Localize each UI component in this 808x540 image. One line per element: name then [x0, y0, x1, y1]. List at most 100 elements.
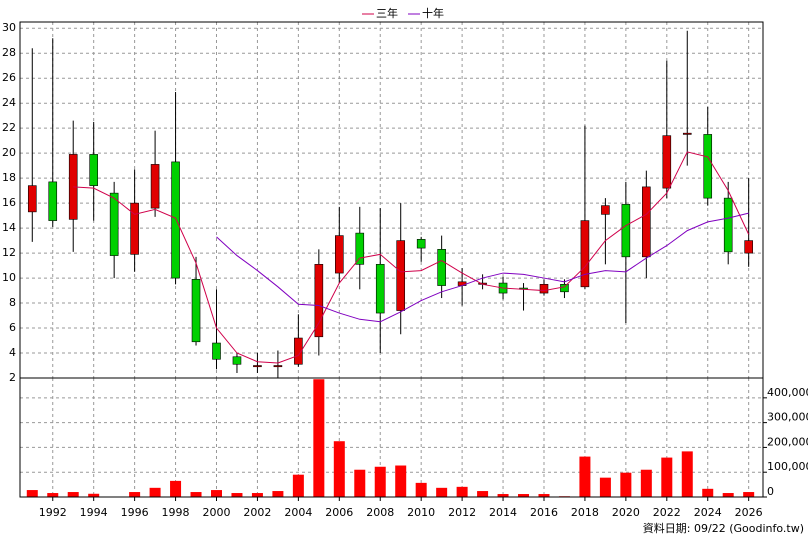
- y2-tick-label: 300,000: [767, 411, 808, 424]
- x-tick-label: 2010: [407, 506, 435, 519]
- x-tick-label: 2008: [366, 506, 394, 519]
- volume-bar: [149, 487, 161, 497]
- candle-body: [191, 279, 201, 343]
- candle-body: [723, 197, 733, 253]
- candle-body: [560, 284, 569, 293]
- candle-body: [601, 205, 610, 215]
- legend-label: 十年: [422, 6, 444, 20]
- candle-body: [171, 161, 180, 279]
- candle-body: [130, 202, 139, 255]
- candle-body: [335, 235, 344, 274]
- y2-tick-label: 200,000: [767, 435, 808, 448]
- volume-bar: [640, 469, 652, 497]
- candle-body: [396, 240, 406, 311]
- volume-bar: [518, 494, 530, 497]
- x-tick-label: 2004: [284, 506, 312, 519]
- volume-bar: [354, 469, 366, 497]
- volume-bar: [497, 494, 509, 497]
- x-tick-label: 2016: [530, 506, 558, 519]
- volume-bar: [251, 493, 263, 497]
- candle-body: [109, 192, 119, 256]
- legend-label: 三年: [376, 6, 398, 20]
- y-tick-label: 16: [2, 196, 16, 209]
- candle-body: [416, 239, 426, 249]
- candle-body: [48, 181, 58, 221]
- y-tick-label: 18: [2, 171, 16, 184]
- candle-body: [539, 284, 549, 294]
- volume-bar: [231, 493, 243, 497]
- candle-body: [355, 232, 365, 265]
- x-tick-label: 1998: [162, 506, 190, 519]
- x-tick-label: 1996: [121, 506, 149, 519]
- volume-bar: [436, 487, 448, 497]
- candle-body: [314, 264, 324, 338]
- y2-tick-label: 400,000: [767, 386, 808, 399]
- candle-body: [744, 240, 753, 254]
- volume-bar: [743, 492, 755, 497]
- volume-bar: [47, 493, 59, 497]
- x-tick-label: 1992: [39, 506, 67, 519]
- candle-body: [682, 132, 692, 135]
- candle-body: [437, 249, 446, 286]
- volume-bar: [292, 474, 304, 497]
- candle-body: [232, 356, 242, 365]
- candle-body: [253, 365, 262, 368]
- y-tick-label: 28: [2, 46, 16, 59]
- volume-bar: [333, 441, 345, 497]
- x-tick-label: 2012: [448, 506, 476, 519]
- ma-line: [73, 151, 750, 364]
- x-tick-label: 2026: [735, 506, 763, 519]
- x-tick-label: 2024: [694, 506, 722, 519]
- ma-line: [216, 212, 749, 323]
- candle-body: [27, 185, 37, 213]
- volume-bar: [599, 477, 611, 497]
- x-tick-label: 2020: [612, 506, 640, 519]
- volume-bar: [477, 491, 489, 497]
- y-tick-label: 8: [9, 296, 16, 309]
- y-tick-label: 12: [2, 246, 16, 259]
- volume-bar: [190, 492, 202, 497]
- plot-frame: [19, 377, 764, 498]
- y-tick-label: 30: [2, 21, 16, 34]
- candle-body: [703, 134, 713, 199]
- y-tick-label: 14: [2, 221, 16, 234]
- volume-bar: [579, 456, 591, 497]
- volume-bar: [129, 492, 141, 497]
- candle-body: [642, 186, 651, 258]
- footer: 資料日期: 09/22 (Goodinfo.tw): [643, 521, 804, 535]
- y-tick-label: 22: [2, 121, 16, 134]
- volume-bar: [661, 457, 673, 497]
- candle-body: [662, 135, 672, 189]
- y-tick-label: 6: [9, 321, 16, 334]
- y2-tick-label: 100,000: [767, 460, 808, 473]
- candle-body: [580, 220, 590, 288]
- candle-body: [89, 154, 98, 186]
- x-tick-label: 2022: [653, 506, 681, 519]
- y-tick-label: 24: [2, 96, 16, 109]
- volume-bar: [620, 472, 632, 497]
- x-tick-label: 2014: [489, 506, 517, 519]
- volume-bar: [88, 493, 100, 497]
- volume-bar: [702, 488, 714, 497]
- y-tick-label: 4: [9, 346, 16, 359]
- x-tick-label: 2018: [571, 506, 599, 519]
- candle-body: [621, 204, 631, 258]
- y-tick-label: 20: [2, 146, 16, 159]
- volume-bar: [210, 490, 222, 497]
- candle-body: [273, 365, 283, 368]
- volume-bar: [681, 451, 693, 497]
- candle-body: [375, 264, 385, 314]
- volume-bar: [26, 490, 38, 497]
- y-tick-label: 2: [9, 371, 16, 384]
- volume-bar: [313, 379, 325, 497]
- volume-bar: [170, 480, 182, 497]
- volume-bar: [67, 492, 79, 497]
- x-tick-label: 1994: [80, 506, 108, 519]
- volume-bar: [374, 466, 386, 497]
- volume-bar: [538, 494, 550, 497]
- candle-body: [150, 164, 160, 209]
- x-tick-label: 2006: [325, 506, 353, 519]
- volume-bar: [395, 465, 407, 497]
- x-tick-label: 2000: [202, 506, 230, 519]
- y-tick-label: 26: [2, 71, 16, 84]
